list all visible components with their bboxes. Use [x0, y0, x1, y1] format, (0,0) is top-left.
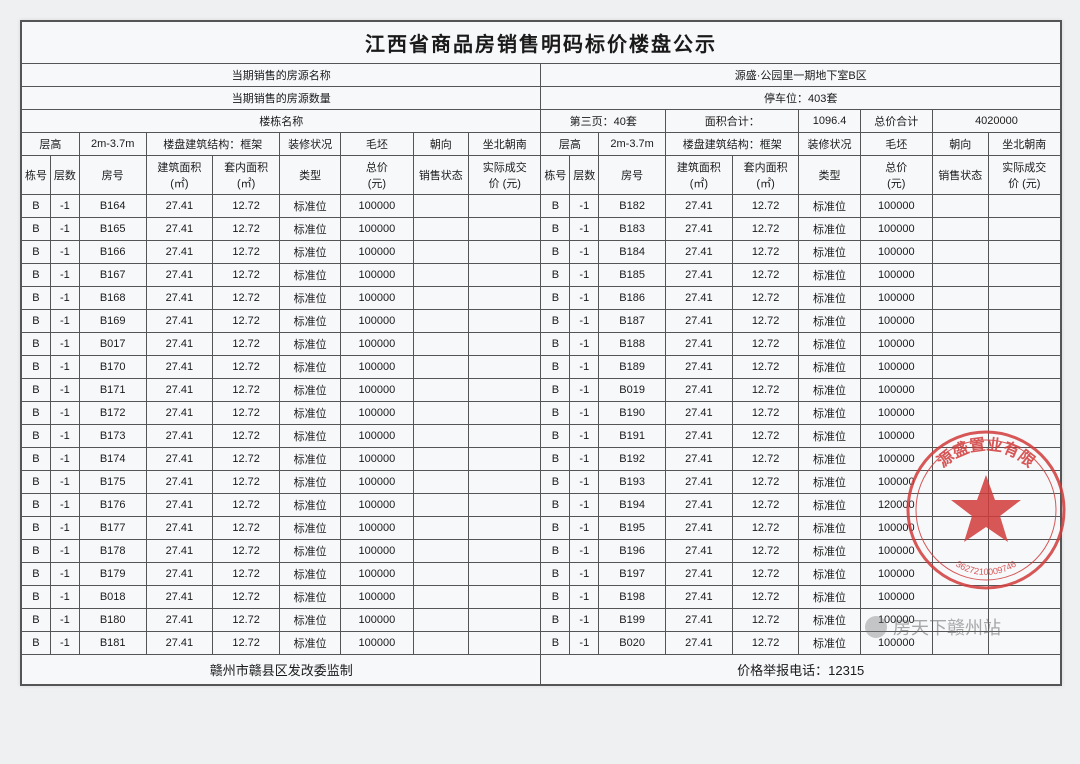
table-row: B-1B01727.4112.72标准位100000B-1B18827.4112…	[22, 333, 1061, 356]
table-row: B-1B16927.4112.72标准位100000B-1B18727.4112…	[22, 310, 1061, 333]
area-sum-value: 1096.4	[799, 110, 860, 133]
table-row: B-1B16427.4112.72标准位100000B-1B18227.4112…	[22, 195, 1061, 218]
table-row: B-1B17527.4112.72标准位100000B-1B19327.4112…	[22, 471, 1061, 494]
table-row: B-1B16827.4112.72标准位100000B-1B18627.4112…	[22, 287, 1061, 310]
src-qty-label: 当期销售的房源数量	[22, 87, 541, 110]
table-row: B-1B17427.4112.72标准位100000B-1B19227.4112…	[22, 448, 1061, 471]
page-title: 江西省商品房销售明码标价楼盘公示	[22, 22, 1061, 64]
table-row: B-1B17027.4112.72标准位100000B-1B18927.4112…	[22, 356, 1061, 379]
footer-left: 赣州市赣县区发改委监制	[22, 655, 541, 685]
table-row: B-1B17927.4112.72标准位100000B-1B19727.4112…	[22, 563, 1061, 586]
src-name-value: 源盛·公园里一期地下室B区	[541, 64, 1061, 87]
parking-label: 停车位：403套	[541, 87, 1061, 110]
table-row: B-1B17827.4112.72标准位100000B-1B19627.4112…	[22, 540, 1061, 563]
page-label: 第三页：40套	[541, 110, 666, 133]
table-row: B-1B17127.4112.72标准位100000B-1B01927.4112…	[22, 379, 1061, 402]
area-sum-label: 面积合计：	[665, 110, 798, 133]
table-row: B-1B17727.4112.72标准位100000B-1B19527.4112…	[22, 517, 1061, 540]
table-row: B-1B16527.4112.72标准位100000B-1B18327.4112…	[22, 218, 1061, 241]
footer-right: 价格举报电话：12315	[541, 655, 1061, 685]
table-row: B-1B17227.4112.72标准位100000B-1B19027.4112…	[22, 402, 1061, 425]
src-name-label: 当期销售的房源名称	[22, 64, 541, 87]
table-row: B-1B17327.4112.72标准位100000B-1B19127.4112…	[22, 425, 1061, 448]
table-row: B-1B16627.4112.72标准位100000B-1B18427.4112…	[22, 241, 1061, 264]
table-row: B-1B01827.4112.72标准位100000B-1B19827.4112…	[22, 586, 1061, 609]
price-sheet: 江西省商品房销售明码标价楼盘公示当期销售的房源名称源盛·公园里一期地下室B区当期…	[20, 20, 1062, 686]
total-price-label: 总价合计	[860, 110, 932, 133]
total-price-value: 4020000	[932, 110, 1060, 133]
table-row: B-1B16727.4112.72标准位100000B-1B18527.4112…	[22, 264, 1061, 287]
table-row: B-1B17627.4112.72标准位100000B-1B19427.4112…	[22, 494, 1061, 517]
table-row: B-1B18027.4112.72标准位100000B-1B19927.4112…	[22, 609, 1061, 632]
building-name-label: 楼栋名称	[22, 110, 541, 133]
table-row: B-1B18127.4112.72标准位100000B-1B02027.4112…	[22, 632, 1061, 655]
main-table: 江西省商品房销售明码标价楼盘公示当期销售的房源名称源盛·公园里一期地下室B区当期…	[21, 21, 1061, 685]
